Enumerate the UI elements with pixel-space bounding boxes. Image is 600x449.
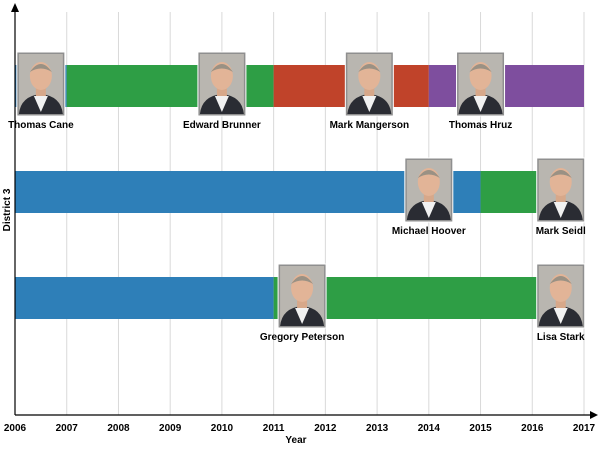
portrait-hair xyxy=(210,64,233,72)
portrait-hair xyxy=(358,64,381,72)
person-portrait: Lisa Stark xyxy=(536,263,586,343)
person-portrait: Edward Brunner xyxy=(183,51,261,131)
portrait-collar xyxy=(33,96,48,112)
portrait-collar xyxy=(362,96,377,112)
x-axis-title: Year xyxy=(285,435,306,446)
person-name-label: Mark Seidl xyxy=(536,226,586,237)
person-portrait: Michael Hoover xyxy=(392,157,466,237)
x-tick-label: 2015 xyxy=(469,423,492,434)
person-portrait: Thomas Cane xyxy=(8,51,74,131)
x-tick-label: 2007 xyxy=(56,423,79,434)
portrait-hair xyxy=(549,276,572,284)
person-name-label: Thomas Hruz xyxy=(449,120,512,131)
person-portrait: Thomas Hruz xyxy=(449,51,512,131)
portrait-collar xyxy=(421,202,436,218)
portrait-hair xyxy=(417,170,440,178)
portrait-neck xyxy=(555,298,566,308)
portrait-hair xyxy=(469,64,492,72)
portrait-neck xyxy=(555,192,566,202)
x-tick-labels: 2006 2007 2008 2009 2010 2011 2012 2013 2014 2015… xyxy=(4,423,596,434)
portrait-neck xyxy=(475,86,486,96)
x-tick-label: 2010 xyxy=(211,423,234,434)
x-axis-arrow xyxy=(590,411,598,419)
y-axis-arrow xyxy=(11,3,19,12)
person-portrait: Mark Seidl xyxy=(536,157,586,237)
person-name-label: Mark Mangerson xyxy=(330,120,409,131)
person-name-label: Gregory Peterson xyxy=(260,332,344,343)
portrait-collar xyxy=(214,96,229,112)
portrait-neck xyxy=(297,298,308,308)
bar-segment xyxy=(15,277,274,319)
portrait-neck xyxy=(35,86,46,96)
portrait-neck xyxy=(216,86,227,96)
portrait-collar xyxy=(553,308,568,324)
x-tick-label: 2006 xyxy=(4,423,27,434)
x-tick-label: 2009 xyxy=(159,423,182,434)
person-name-label: Edward Brunner xyxy=(183,120,261,131)
portrait-hair xyxy=(291,276,314,284)
portrait-neck xyxy=(423,192,434,202)
portrait-collar xyxy=(553,202,568,218)
x-tick-label: 2017 xyxy=(573,423,596,434)
portrait-collar xyxy=(473,96,488,112)
bar-segment xyxy=(15,171,481,213)
x-tick-label: 2013 xyxy=(366,423,389,434)
y-axis-title: District 3 xyxy=(2,188,13,231)
portrait-hair xyxy=(549,170,572,178)
portrait-hair xyxy=(29,64,52,72)
person-name-label: Michael Hoover xyxy=(392,226,466,237)
x-tick-label: 2016 xyxy=(521,423,544,434)
person-name-label: Thomas Cane xyxy=(8,120,74,131)
portrait-neck xyxy=(364,86,375,96)
x-tick-label: 2011 xyxy=(263,423,285,434)
x-tick-label: 2014 xyxy=(418,423,441,434)
person-portrait: Gregory Peterson xyxy=(260,263,344,343)
person-name-label: Lisa Stark xyxy=(537,332,585,343)
axes xyxy=(11,3,598,419)
portrait-collar xyxy=(295,308,310,324)
person-portrait: Mark Mangerson xyxy=(330,51,409,131)
people: Thomas Cane Edward Brunner Mark Mangerson T… xyxy=(8,51,586,343)
x-tick-label: 2012 xyxy=(314,423,337,434)
bar-segment xyxy=(428,65,584,107)
x-tick-label: 2008 xyxy=(107,423,130,434)
